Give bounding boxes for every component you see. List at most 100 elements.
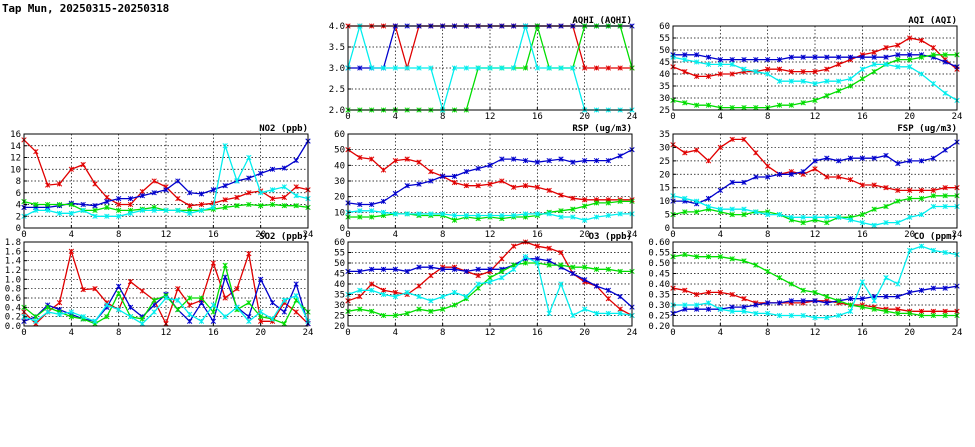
data-point-cyan <box>269 187 276 193</box>
data-point-blue <box>824 54 830 60</box>
data-point-red <box>930 187 936 194</box>
data-point-cyan <box>907 64 913 70</box>
data-point-red <box>907 187 913 194</box>
y-tick-label: 55 <box>334 249 345 259</box>
data-point-green <box>883 203 889 210</box>
x-tick-label: 16 <box>532 328 543 338</box>
x-tick-label: 4 <box>718 112 723 122</box>
data-point-red <box>895 42 901 48</box>
data-point-blue <box>883 54 889 60</box>
data-point-blue <box>258 276 264 282</box>
y-tick-label: 25 <box>659 157 670 167</box>
data-point-cyan <box>68 210 74 216</box>
x-tick-label: 0 <box>21 328 26 338</box>
data-point-blue <box>269 300 276 306</box>
data-point-cyan <box>475 65 481 71</box>
y-tick-label: 2.0 <box>329 106 345 116</box>
data-point-cyan <box>836 312 842 319</box>
x-tick-label: 24 <box>627 112 638 122</box>
x-tick-label: 8 <box>440 328 445 338</box>
data-point-cyan <box>198 318 205 324</box>
data-point-red <box>753 150 759 156</box>
x-tick-label: 8 <box>116 328 121 338</box>
data-point-red <box>511 184 517 190</box>
data-point-cyan <box>487 65 493 71</box>
data-point-red <box>812 68 818 75</box>
data-point-cyan <box>392 293 398 300</box>
y-tick-label: 55 <box>659 34 670 44</box>
data-point-blue <box>717 187 723 194</box>
data-point-blue <box>776 56 783 63</box>
data-point-blue <box>942 59 948 65</box>
data-point-green <box>392 312 398 319</box>
data-point-cyan <box>116 213 122 219</box>
x-tick-label: 4 <box>69 230 74 240</box>
chart-rsp: 0 4 8 12 16 20 24 0 10 20 30 40 50 60 RSP (ug/m3) <box>334 124 637 240</box>
data-point-blue <box>593 283 600 289</box>
y-tick-label: 25 <box>659 106 670 116</box>
data-point-red <box>187 203 193 209</box>
data-point-blue <box>463 168 469 175</box>
data-point-cyan <box>871 61 877 68</box>
data-point-blue <box>753 302 759 308</box>
data-point-blue <box>416 264 422 270</box>
data-point-green <box>907 195 913 202</box>
data-point-green <box>741 104 747 111</box>
data-point-cyan <box>812 80 818 87</box>
y-tick-label: 16 <box>10 130 21 140</box>
data-point-blue <box>428 178 434 184</box>
data-point-cyan <box>139 321 145 327</box>
x-tick-label: 0 <box>345 328 350 338</box>
data-point-blue <box>895 52 901 58</box>
x-tick-label: 16 <box>532 230 543 240</box>
data-point-red <box>824 174 830 180</box>
x-tick-label: 16 <box>857 112 868 122</box>
chart-title: CO (ppm) <box>914 232 957 242</box>
data-point-green <box>800 219 806 226</box>
data-point-red <box>68 248 74 254</box>
data-point-cyan <box>682 195 688 202</box>
data-point-blue <box>198 300 205 306</box>
data-point-green <box>812 289 818 296</box>
data-point-blue <box>907 52 913 58</box>
x-tick-label: 4 <box>393 230 398 240</box>
data-point-blue <box>847 296 854 302</box>
y-tick-label: 0.30 <box>648 301 670 311</box>
data-point-cyan <box>717 306 723 312</box>
data-point-cyan <box>428 298 434 304</box>
data-point-blue <box>116 195 122 202</box>
data-point-blue <box>269 166 276 172</box>
data-point-green <box>104 204 110 211</box>
data-point-blue <box>582 157 588 164</box>
data-point-blue <box>753 174 759 180</box>
data-point-cyan <box>258 190 264 196</box>
data-point-cyan <box>895 281 901 287</box>
y-tick-label: 60 <box>659 22 670 32</box>
data-point-cyan <box>499 65 505 71</box>
data-point-cyan <box>104 213 110 219</box>
data-point-cyan <box>187 311 193 317</box>
series-line-red <box>672 138 957 192</box>
y-tick-label: 20 <box>334 193 345 203</box>
y-tick-label: 0 <box>16 224 21 234</box>
data-point-blue <box>729 179 735 185</box>
data-point-red <box>80 286 86 293</box>
data-point-red <box>812 166 818 172</box>
data-point-green <box>281 203 287 209</box>
data-point-blue <box>930 155 936 161</box>
y-tick-label: 1.8 <box>5 238 21 248</box>
data-point-blue <box>258 170 264 177</box>
chart-title: SO2 (ppb) <box>259 232 308 242</box>
data-point-cyan <box>859 219 865 226</box>
x-tick-label: 20 <box>579 328 590 338</box>
data-point-cyan <box>895 64 901 70</box>
data-point-green <box>33 314 39 320</box>
y-tick-label: 30 <box>659 94 670 104</box>
data-point-blue <box>246 175 252 181</box>
data-point-cyan <box>546 65 552 71</box>
data-point-cyan <box>499 275 505 281</box>
data-point-red <box>234 194 240 201</box>
data-point-red <box>717 71 723 77</box>
data-point-blue <box>705 195 712 202</box>
